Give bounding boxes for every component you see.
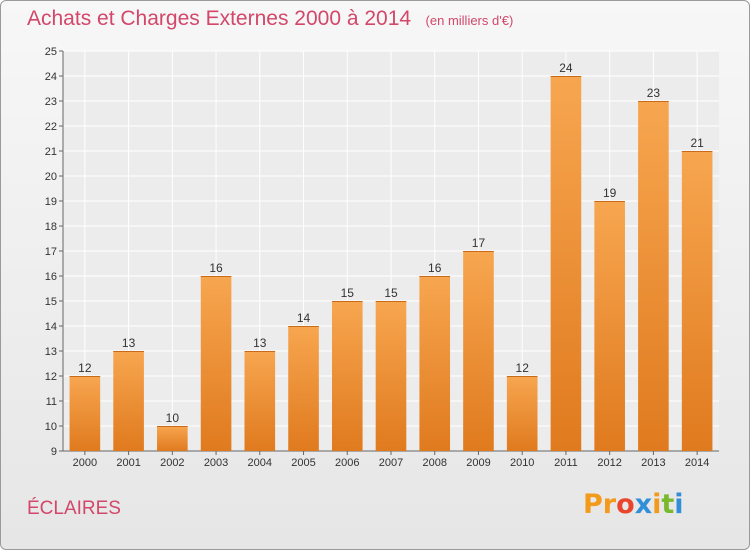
bar bbox=[638, 101, 669, 451]
title-row: Achats et Charges Externes 2000 à 2014 (… bbox=[27, 7, 513, 31]
x-tick-label: 2006 bbox=[335, 457, 359, 469]
y-tick-label: 15 bbox=[45, 296, 57, 308]
y-tick-label: 17 bbox=[45, 246, 57, 258]
data-label: 16 bbox=[428, 261, 442, 275]
y-tick-label: 14 bbox=[45, 321, 57, 333]
x-tick-label: 2008 bbox=[422, 457, 446, 469]
x-tick-label: 2000 bbox=[73, 457, 97, 469]
y-tick-label: 23 bbox=[45, 96, 57, 108]
y-tick-label: 16 bbox=[45, 271, 57, 283]
bar bbox=[244, 351, 276, 451]
y-tick-label: 22 bbox=[45, 121, 57, 133]
bar bbox=[594, 201, 625, 451]
data-label: 12 bbox=[516, 361, 530, 375]
chart-title: Achats et Charges Externes 2000 à 2014 bbox=[27, 7, 412, 30]
data-label: 13 bbox=[253, 336, 267, 350]
bar bbox=[288, 326, 319, 451]
bar bbox=[550, 76, 582, 451]
bar bbox=[113, 351, 144, 451]
logo-letter: o bbox=[616, 489, 635, 520]
logo-letter: r bbox=[602, 489, 617, 520]
data-label: 17 bbox=[472, 236, 486, 250]
data-label: 21 bbox=[690, 136, 704, 150]
data-label: 12 bbox=[78, 361, 92, 375]
bar bbox=[681, 151, 713, 451]
x-tick-label: 2011 bbox=[554, 457, 578, 469]
data-label: 14 bbox=[297, 311, 311, 325]
data-label: 23 bbox=[647, 86, 661, 100]
bar bbox=[375, 301, 407, 451]
data-label: 15 bbox=[341, 286, 355, 300]
proxiti-logo: Proxiti bbox=[583, 489, 684, 520]
x-tick-label: 2013 bbox=[641, 457, 665, 469]
data-label: 16 bbox=[209, 261, 223, 275]
x-tick-label: 2009 bbox=[466, 457, 490, 469]
x-tick-label: 2003 bbox=[204, 457, 228, 469]
x-tick-label: 2004 bbox=[248, 457, 272, 469]
data-label: 10 bbox=[166, 411, 180, 425]
x-tick-label: 2007 bbox=[379, 457, 403, 469]
y-tick-label: 12 bbox=[45, 371, 57, 383]
data-label: 19 bbox=[603, 186, 617, 200]
logo-letter: x bbox=[634, 489, 653, 520]
logo-letter: i bbox=[652, 489, 662, 520]
x-tick-label: 2002 bbox=[160, 457, 184, 469]
bar bbox=[463, 251, 494, 451]
logo-letter: i bbox=[674, 489, 684, 520]
y-tick-label: 24 bbox=[45, 71, 57, 83]
x-tick-label: 2012 bbox=[597, 457, 621, 469]
y-tick-label: 19 bbox=[45, 196, 57, 208]
bar bbox=[200, 276, 232, 451]
bar bbox=[157, 426, 188, 451]
chart-subtitle: (en milliers d'€) bbox=[425, 13, 514, 28]
y-tick-label: 20 bbox=[45, 171, 57, 183]
y-tick-label: 9 bbox=[51, 446, 57, 458]
y-tick-label: 13 bbox=[45, 346, 57, 358]
logo-letter: P bbox=[583, 489, 603, 520]
x-tick-label: 2014 bbox=[685, 457, 709, 469]
bar bbox=[69, 376, 101, 451]
x-tick-label: 2001 bbox=[116, 457, 140, 469]
y-tick-label: 21 bbox=[45, 146, 57, 158]
x-tick-label: 2005 bbox=[291, 457, 315, 469]
data-label: 13 bbox=[122, 336, 136, 350]
data-label: 24 bbox=[559, 61, 573, 75]
y-tick-label: 10 bbox=[45, 421, 57, 433]
y-tick-label: 18 bbox=[45, 221, 57, 233]
logo-letter: t bbox=[661, 489, 675, 520]
y-tick-label: 11 bbox=[46, 396, 57, 408]
place-name: ÉCLAIRES bbox=[27, 498, 121, 519]
labels: 9 10 11 12 13 14 15 16 17 18 19 20 21 22 23 24 25 12 2000 1… bbox=[45, 46, 710, 469]
data-label: 15 bbox=[384, 286, 398, 300]
x-tick-label: 2010 bbox=[510, 457, 534, 469]
bar bbox=[419, 276, 451, 451]
bar bbox=[506, 376, 538, 451]
y-tick-label: 25 bbox=[45, 46, 57, 58]
bars bbox=[69, 76, 713, 451]
bar bbox=[331, 301, 363, 451]
